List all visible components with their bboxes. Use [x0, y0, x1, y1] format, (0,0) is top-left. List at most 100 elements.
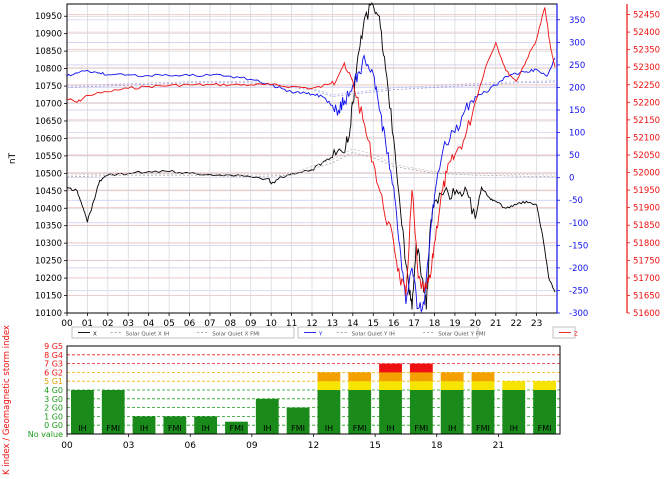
left-axis-tick-label: 10700 [35, 100, 62, 110]
x-axis-tick-label: 12 [306, 319, 317, 329]
k-bar-orange [348, 372, 372, 382]
k-bar-green [317, 390, 341, 434]
k-bar-green [194, 416, 218, 434]
right-axis-z-tick-label: 52000 [633, 169, 660, 179]
k-level-label: 3 G0 [44, 395, 63, 404]
series-line-x [66, 2, 556, 310]
k-bar-green [255, 398, 279, 434]
k-bar-source-label: IH [325, 424, 333, 433]
legend-label: Solar Quiet X FMI [212, 332, 260, 338]
left-axis-tick-label: 10300 [35, 239, 62, 249]
left-axis-tick-label: 10400 [35, 204, 62, 214]
k-bar-yellow [533, 381, 556, 390]
x-axis-tick-label: 09 [245, 319, 257, 329]
k-bar-source-label: FMI [168, 424, 182, 433]
right-axis-y-tick-label: 250 [569, 61, 585, 71]
k-bar-source-label: IH [448, 424, 456, 433]
x-axis-tick-label: 03 [123, 319, 134, 329]
right-axis-y-tick-label: -300 [569, 309, 588, 319]
x-axis-tick-label: 23 [531, 319, 542, 329]
left-axis-tick-label: 10600 [35, 134, 62, 144]
right-axis-z-tick-label: 52300 [633, 63, 660, 73]
k-y-axis-label: K index / Geomagnetic storm index [2, 325, 12, 475]
right-axis-z-tick-label: 51600 [633, 309, 660, 319]
k-bar-green [533, 390, 556, 434]
series-line-y [66, 53, 556, 314]
legend-label: Solar Quiet Y IH [352, 332, 395, 338]
k-bar-source-label: FMI [230, 424, 244, 433]
k-level-label: 4 G0 [44, 386, 63, 395]
k-bar-source-label: IH [510, 424, 518, 433]
x-axis-tick-label: 20 [470, 319, 482, 329]
x-axis-tick-label: 05 [163, 319, 174, 329]
k-level-label: 8 G4 [44, 351, 63, 360]
x-axis-tick-label: 16 [388, 319, 400, 329]
right-axis-y-tick-label: 300 [569, 38, 585, 48]
left-axis-tick-label: 10150 [35, 292, 62, 302]
k-bar-yellow [348, 381, 372, 390]
right-axis-y-tick-label: 200 [569, 83, 585, 93]
right-axis-y-tick-label: -150 [569, 241, 588, 251]
k-x-axis-tick-label: 21 [493, 441, 504, 451]
left-axis-tick-label: 10900 [35, 30, 62, 40]
left-axis-tick-label: 10200 [35, 274, 62, 284]
k-level-label: 2 G0 [44, 404, 63, 413]
k-bar-yellow [502, 381, 526, 390]
right-axis-z-tick-label: 51650 [633, 291, 660, 301]
x-axis-tick-label: 14 [347, 319, 359, 329]
right-axis-z-tick-label: 51900 [633, 204, 660, 214]
x-axis-tick-label: 17 [408, 319, 419, 329]
k-bar-yellow [409, 381, 433, 390]
series-line-z [66, 7, 556, 296]
right-axis-z-tick-label: 52050 [633, 151, 660, 161]
legend-y [297, 326, 479, 339]
x-axis-tick-label: 02 [102, 319, 113, 329]
k-bar-source-label: IH [201, 424, 209, 433]
k-bar-green [440, 390, 464, 434]
x-axis-tick-label: 04 [143, 319, 155, 329]
legend-label: Solar Quiet X IH [126, 332, 170, 338]
right-axis-y-tick-label: -50 [569, 196, 583, 206]
k-bar-yellow [440, 381, 464, 390]
k-bar-green [71, 390, 94, 434]
k-bar-green [471, 390, 495, 434]
k-level-label: 1 G0 [44, 412, 63, 421]
right-axis-y-tick-label: 150 [569, 106, 585, 116]
x-axis-tick-label: 11 [286, 319, 297, 329]
k-x-axis-tick-label: 12 [308, 441, 319, 451]
left-axis-tick-label: 10100 [35, 309, 62, 319]
x-axis-tick-label: 22 [510, 319, 521, 329]
k-bar-yellow [471, 381, 495, 390]
right-axis-y-tick-label: -200 [569, 264, 588, 274]
k-level-label: 5 G1 [44, 377, 63, 386]
right-axis-z-tick-label: 52150 [633, 116, 660, 126]
k-bar-orange [379, 372, 402, 382]
k-bar-green [409, 390, 433, 434]
x-axis-tick-label: 01 [82, 319, 93, 329]
k-x-axis-tick-label: 09 [246, 441, 258, 451]
series-line-solar-quiet-y-ih [66, 81, 558, 97]
x-axis-tick-label: 19 [449, 319, 461, 329]
k-bar-green [348, 390, 372, 434]
x-axis-tick-label: 21 [490, 319, 501, 329]
k-level-label: 6 G2 [44, 368, 63, 377]
right-axis-y-tick-label: -250 [569, 286, 588, 296]
k-bar-source-label: IH [140, 424, 148, 433]
k-bar-yellow [317, 381, 341, 390]
legend-x [71, 326, 295, 339]
series-line-solar-quiet-y-fmi [66, 80, 558, 96]
left-axis-tick-label: 10650 [35, 117, 62, 127]
k-x-axis-tick-label: 03 [123, 441, 134, 451]
left-axis-tick-label: 10350 [35, 222, 62, 232]
right-axis-y-tick-label: 50 [569, 151, 580, 161]
k-level-label: 9 G5 [44, 342, 63, 351]
right-axis-y-tick-label: 0 [569, 174, 574, 184]
right-axis-z-tick-label: 51950 [633, 186, 660, 196]
k-bar-orange [440, 372, 464, 382]
k-bar-green [225, 421, 248, 434]
right-axis-y-tick-label: 100 [569, 129, 585, 139]
right-axis-z-tick-label: 52400 [633, 28, 660, 38]
k-bar-green [286, 407, 310, 434]
right-axis-z-tick-label: 52100 [633, 133, 660, 143]
left-axis-tick-label: 10450 [35, 187, 62, 197]
